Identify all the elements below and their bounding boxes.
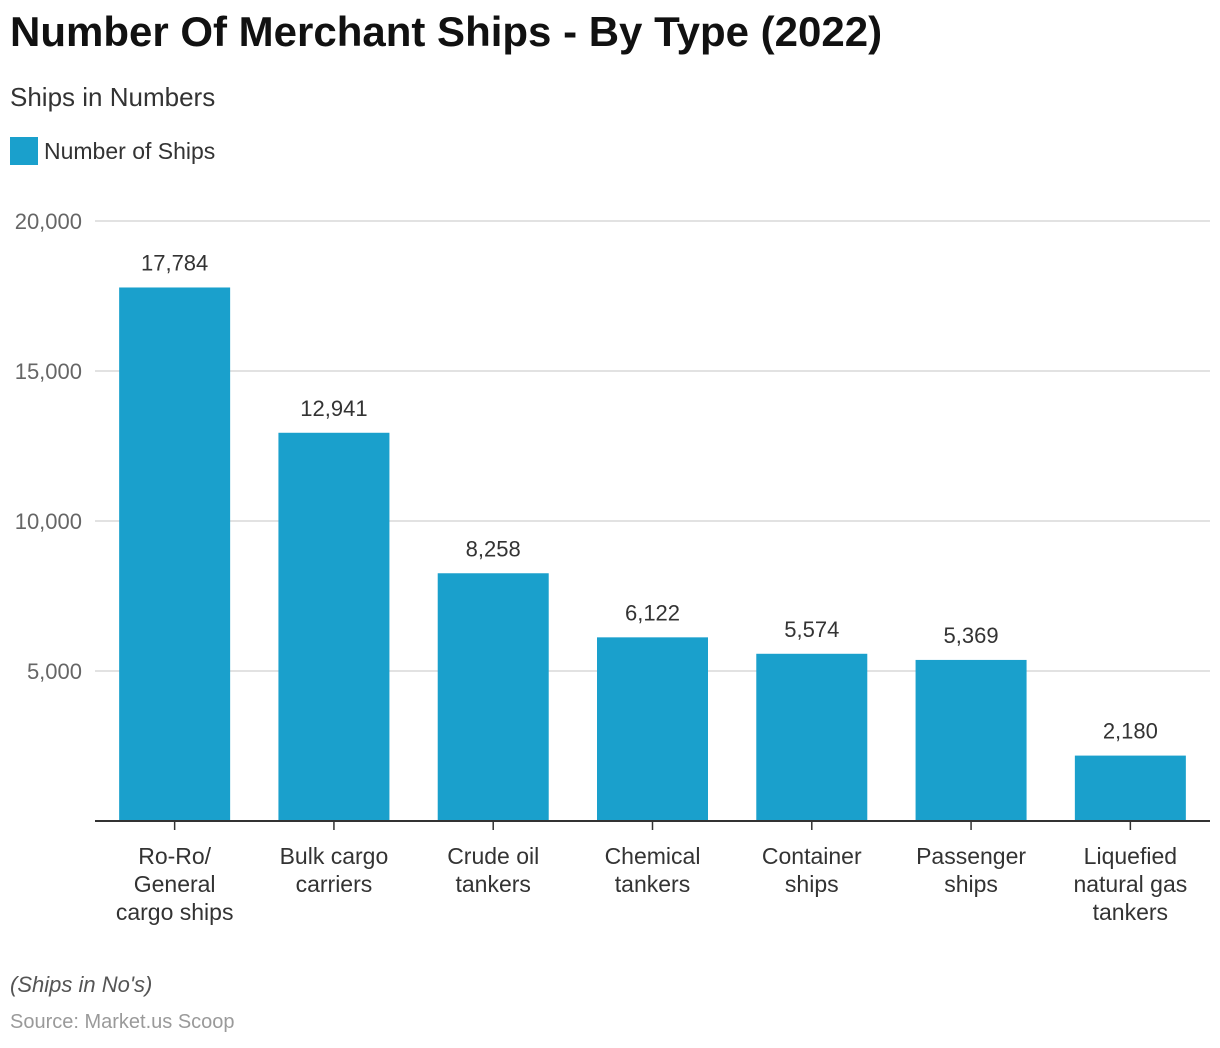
chart-title: Number Of Merchant Ships - By Type (2022… — [10, 8, 883, 55]
bar-chart: 5,000 10,000 15,000 20,000 17,784 Ro-Ro/Gener… — [15, 209, 1210, 925]
legend-swatch — [10, 137, 38, 165]
x-tick-label: Ro-Ro/General cargo ships — [116, 843, 234, 925]
units-footnote: (Ships in No's) — [10, 972, 153, 997]
source-credit: Source: Market.us Scoop — [10, 1011, 235, 1033]
x-tick-label-line: cargo ships — [116, 899, 234, 925]
x-tick-label: Crude oil tankers — [447, 843, 539, 897]
y-tick-label: 10,000 — [15, 509, 82, 534]
x-tick-label: Passenger ships — [916, 843, 1026, 897]
x-tick-label-line: Crude oil — [447, 843, 539, 869]
x-tick-label: Bulk cargo carriers — [280, 843, 389, 897]
x-tick-label-line: tankers — [455, 871, 530, 897]
x-tick-label-line: Ro-Ro/ — [138, 843, 211, 869]
x-tick-label-line: carriers — [296, 871, 373, 897]
x-tick-label-line: Liquefied — [1084, 843, 1177, 869]
bar — [119, 287, 231, 822]
bar-value-label: 2,180 — [1103, 719, 1158, 744]
y-tick-label: 15,000 — [15, 359, 82, 384]
bar-value-label: 8,258 — [466, 536, 521, 561]
x-tick-label-line: Chemical — [605, 843, 701, 869]
x-tick-label: Container ships — [762, 843, 862, 897]
x-tick-label-line: natural gas — [1073, 871, 1187, 897]
bar-value-label: 5,369 — [944, 623, 999, 648]
x-tick-label-line: Container — [762, 843, 862, 869]
x-tick-label-line: tankers — [1093, 899, 1168, 925]
chart-legend: Number of Ships — [10, 136, 215, 166]
y-tick-label: 5,000 — [27, 659, 82, 684]
x-tick-label-line: ships — [785, 871, 839, 897]
bar-value-label: 6,122 — [625, 600, 680, 625]
bar-value-label: 17,784 — [141, 250, 208, 275]
x-tick-label-line: ships — [944, 871, 998, 897]
bar — [756, 653, 868, 821]
bar — [915, 659, 1027, 821]
bar-value-label: 12,941 — [300, 396, 367, 421]
chart-subtitle: Ships in Numbers — [10, 82, 216, 112]
bar — [437, 573, 549, 821]
x-tick-label: Liquefied natural gas tankers — [1073, 843, 1187, 925]
x-tick-label-line: Bulk cargo — [280, 843, 389, 869]
x-tick-label-line: General — [134, 871, 216, 897]
x-tick-label-line: tankers — [615, 871, 690, 897]
x-tick-label: Chemical tankers — [605, 843, 701, 897]
bar — [278, 432, 390, 821]
bar-value-label: 5,574 — [784, 617, 839, 642]
x-tick-label-line: Passenger — [916, 843, 1026, 869]
y-tick-label: 20,000 — [15, 209, 82, 234]
legend-label: Number of Ships — [44, 137, 216, 164]
bar — [1074, 755, 1186, 821]
bar — [597, 637, 708, 821]
